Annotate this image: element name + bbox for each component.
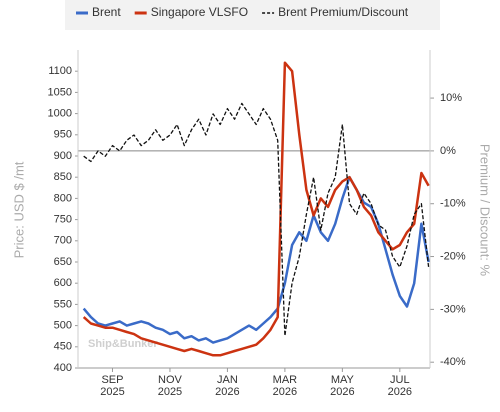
y-tick-label: 850 (54, 171, 72, 183)
x-tick-label: MAY (331, 374, 355, 386)
y-tick-label: 1000 (48, 108, 72, 120)
x-tick-year: 2025 (100, 386, 124, 398)
legend-background (65, 0, 440, 30)
y-tick-label: 450 (54, 341, 72, 353)
x-tick-label: NOV (158, 374, 183, 386)
y-axis-title: Price: USD $ /mt (11, 161, 26, 258)
legend-label: Brent Premium/Discount (278, 5, 409, 19)
y2-tick-label: -20% (440, 250, 466, 262)
y2-tick-label: -40% (440, 356, 466, 368)
y-tick-label: 400 (54, 362, 72, 374)
y-tick-label: 700 (54, 235, 72, 247)
x-tick-label: MAR (273, 374, 298, 386)
y-tick-label: 500 (54, 320, 72, 332)
y2-tick-label: -10% (440, 198, 466, 210)
y-tick-label: 600 (54, 277, 72, 289)
y-tick-label: 550 (54, 298, 72, 310)
x-tick-year: 2025 (158, 386, 182, 398)
legend-label: Singapore VLSFO (151, 5, 248, 19)
x-tick-year: 2026 (388, 386, 412, 398)
x-tick-label: JAN (217, 374, 238, 386)
y2-axis-title: Premium / Discount: % (478, 144, 493, 277)
y-tick-label: 1050 (48, 86, 72, 98)
y-tick-label: 650 (54, 256, 72, 268)
series-line (83, 102, 430, 337)
y-tick-label: 750 (54, 214, 72, 226)
x-tick-label: JUL (390, 374, 410, 386)
y-tick-label: 800 (54, 192, 72, 204)
series-line (82, 61, 430, 357)
x-tick-year: 2026 (273, 386, 297, 398)
x-tick-year: 2026 (215, 386, 239, 398)
y2-tick-label: 0% (440, 145, 456, 157)
legend-label: Brent (92, 5, 121, 19)
series-line (82, 175, 430, 344)
y2-tick-label: -30% (440, 303, 466, 315)
y-tick-label: 1100 (48, 65, 72, 77)
y2-tick-label: 10% (440, 92, 462, 104)
x-tick-label: SEP (101, 374, 123, 386)
y-tick-label: 950 (54, 129, 72, 141)
x-tick-year: 2026 (330, 386, 354, 398)
y-tick-label: 900 (54, 150, 72, 162)
watermark: Ship&Bunker (88, 338, 158, 350)
